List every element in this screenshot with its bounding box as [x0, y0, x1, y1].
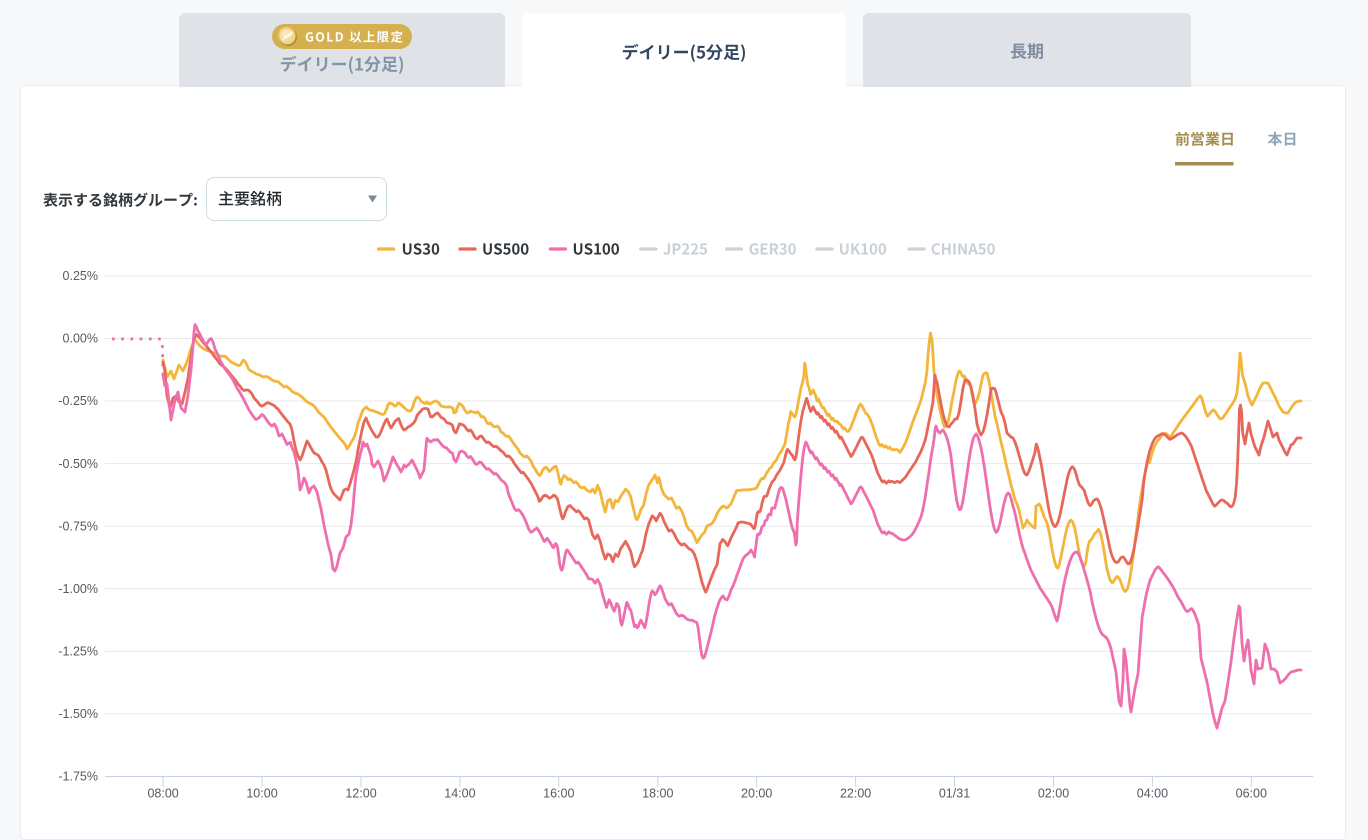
svg-text:-1.25%: -1.25%	[58, 645, 98, 659]
svg-text:16:00: 16:00	[543, 787, 574, 801]
svg-text:0.00%: 0.00%	[63, 332, 98, 346]
svg-text:06:00: 06:00	[1236, 787, 1267, 801]
svg-text:20:00: 20:00	[741, 787, 772, 801]
svg-text:-0.50%: -0.50%	[58, 457, 98, 471]
svg-text:-1.75%: -1.75%	[58, 770, 98, 784]
svg-text:-0.75%: -0.75%	[58, 519, 98, 533]
svg-text:22:00: 22:00	[840, 787, 871, 801]
svg-text:02:00: 02:00	[1038, 787, 1069, 801]
svg-text:04:00: 04:00	[1137, 787, 1168, 801]
svg-text:14:00: 14:00	[444, 787, 475, 801]
svg-text:10:00: 10:00	[246, 787, 277, 801]
svg-text:18:00: 18:00	[642, 787, 673, 801]
svg-text:0.25%: 0.25%	[63, 269, 98, 283]
svg-text:12:00: 12:00	[345, 787, 376, 801]
svg-text:08:00: 08:00	[147, 787, 178, 801]
svg-text:-1.00%: -1.00%	[58, 582, 98, 596]
svg-text:-1.50%: -1.50%	[58, 707, 98, 721]
svg-text:-0.25%: -0.25%	[58, 394, 98, 408]
svg-text:01/31: 01/31	[939, 787, 970, 801]
